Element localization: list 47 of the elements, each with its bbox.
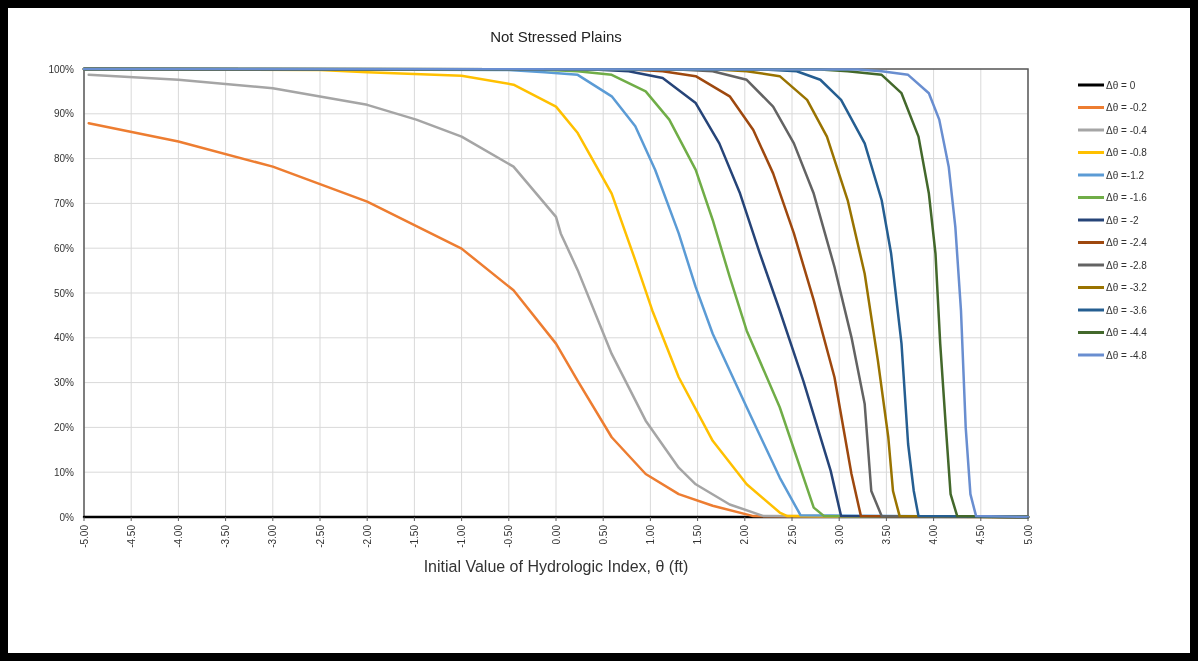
- x-tick-label: 4.50: [975, 524, 987, 545]
- legend-label: Δθ = -0.8: [1106, 147, 1148, 158]
- x-tick-label: -4.00: [172, 524, 184, 548]
- x-tick-label: 1.00: [644, 524, 656, 545]
- x-tick-label: 4.00: [928, 524, 940, 545]
- x-tick-label: -3.50: [220, 524, 232, 548]
- legend-label: Δθ = -4.4: [1106, 327, 1148, 338]
- chart-title: Not Stressed Plains: [490, 28, 622, 45]
- x-tick-label: 3.50: [880, 524, 892, 545]
- x-tick-label: 2.50: [786, 524, 798, 545]
- x-tick-label: -2.50: [314, 524, 326, 548]
- x-tick-label: 0.50: [597, 524, 609, 545]
- y-tick-label: 30%: [53, 377, 75, 389]
- legend-label: Δθ = -0.4: [1106, 124, 1148, 136]
- y-tick-label: 40%: [53, 332, 75, 344]
- legend-label: Δθ =-1.2: [1106, 169, 1145, 181]
- x-tick-label: -1.50: [408, 524, 420, 548]
- legend-label: Δθ = -0.2: [1106, 102, 1148, 113]
- y-tick-label: 70%: [53, 197, 75, 209]
- legend-label: Δθ = -2.4: [1106, 237, 1148, 248]
- x-tick-label: -2.00: [361, 524, 373, 548]
- legend-label: Δθ = -2: [1106, 214, 1139, 226]
- x-tick-label: -1.00: [456, 524, 468, 548]
- x-tick-label: -4.50: [125, 524, 137, 548]
- x-axis-title: Initial Value of Hydrologic Index, θ (ft): [423, 558, 689, 575]
- x-tick-label: 2.00: [739, 524, 751, 545]
- x-tick-label: 3.00: [833, 524, 845, 545]
- legend-label: Δθ = -1.6: [1106, 192, 1148, 203]
- x-tick-label: 0.00: [550, 524, 562, 545]
- y-tick-label: 80%: [53, 153, 75, 165]
- x-tick-label: 5.00: [1022, 524, 1034, 545]
- legend-label: Δθ = -2.8: [1106, 259, 1148, 271]
- x-tick-label: -5.00: [78, 524, 90, 548]
- x-tick-label: 1.50: [692, 524, 704, 545]
- legend-label: Δθ = -3.2: [1106, 282, 1148, 293]
- x-tick-label: -3.00: [267, 524, 279, 548]
- y-tick-label: 100%: [48, 63, 75, 75]
- y-tick-label: 0%: [59, 511, 75, 523]
- x-tick-label: -0.50: [503, 524, 515, 548]
- y-tick-label: 90%: [53, 108, 75, 120]
- legend-label: Δθ = 0: [1106, 79, 1136, 91]
- legend-label: Δθ = -4.8: [1106, 349, 1148, 361]
- y-tick-label: 20%: [53, 421, 75, 433]
- legend-label: Δθ = -3.6: [1106, 304, 1148, 316]
- y-tick-label: 60%: [53, 242, 75, 254]
- y-tick-label: 10%: [53, 466, 75, 478]
- y-tick-label: 50%: [53, 287, 75, 299]
